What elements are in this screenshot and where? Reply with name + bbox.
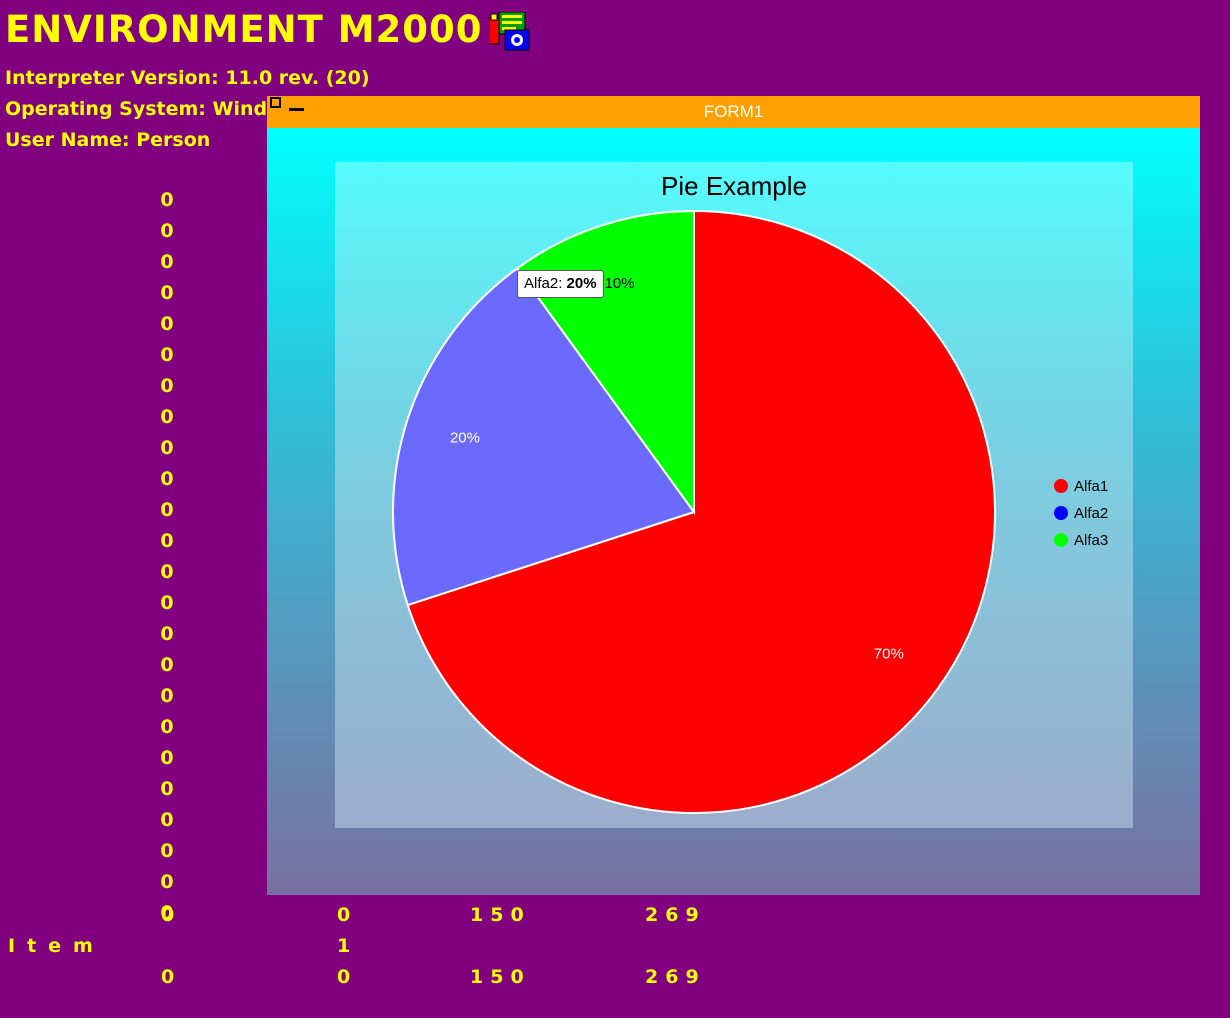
legend-marker <box>1054 479 1068 493</box>
zero-value: 0 <box>160 499 174 521</box>
app-title: ENVIRONMENT M2000 <box>5 8 483 51</box>
zero-value: 0 <box>160 902 174 924</box>
tooltip-value: 20% <box>566 275 597 292</box>
zero-value: 0 <box>160 716 174 738</box>
chart-panel: Pie Example 70% 20% 10% Alfa1 Alfa2 Alfa3 <box>335 162 1133 828</box>
zero-value: 0 <box>160 313 174 335</box>
zero-value: 0 <box>160 468 174 490</box>
legend-label[interactable]: Alfa1 <box>1074 478 1108 495</box>
zero-value: 0 <box>160 561 174 583</box>
grid-cell: 150 <box>470 966 531 988</box>
pie-slice-label: 70% <box>874 646 904 663</box>
pie-slices <box>392 209 996 814</box>
zero-value: 0 <box>160 406 174 428</box>
tooltip-label: Alfa2: <box>524 275 563 292</box>
legend-label[interactable]: Alfa3 <box>1074 532 1108 549</box>
zero-value: 0 <box>160 778 174 800</box>
zero-value: 0 <box>160 840 174 862</box>
zero-value: 0 <box>160 189 174 211</box>
zero-column: 0 0 0 0 0 0 0 0 0 0 0 0 0 0 0 0 0 0 0 0 … <box>155 189 179 933</box>
legend-marker <box>1054 533 1068 547</box>
grid-cell: 0 <box>337 966 358 988</box>
pie-slice-label: 20% <box>450 430 480 447</box>
grid-cell: 269 <box>645 904 706 926</box>
chart-title: Pie Example <box>661 171 807 201</box>
grid-cell: 269 <box>645 966 706 988</box>
zero-value: 0 <box>160 220 174 242</box>
form1-titlebar[interactable]: FORM1 <box>267 96 1200 128</box>
pie-chart: Pie Example 70% 20% 10% Alfa1 Alfa2 Alfa3 <box>392 171 1108 814</box>
grid-cell: 150 <box>470 904 531 926</box>
zero-value: 0 <box>160 437 174 459</box>
zero-value: 0 <box>160 654 174 676</box>
grid-cell: 0 <box>337 904 358 926</box>
zero-value: 0 <box>160 685 174 707</box>
zero-value: 0 <box>160 530 174 552</box>
window-maximize-button[interactable] <box>270 97 281 108</box>
grid-row-label: Item <box>8 935 105 957</box>
zero-value: 0 <box>160 375 174 397</box>
pie-slice-alfa2[interactable] <box>392 267 696 607</box>
user-name: User Name: Person <box>5 129 211 151</box>
window-minimize-button[interactable] <box>289 108 304 111</box>
pie-slice-alfa1[interactable] <box>406 209 996 814</box>
zero-value: 0 <box>160 282 174 304</box>
zero-value: 0 <box>160 623 174 645</box>
app-logo-icon <box>488 11 531 52</box>
chart-legend: Alfa1 Alfa2 Alfa3 <box>1054 478 1108 549</box>
legend-label[interactable]: Alfa2 <box>1074 505 1108 522</box>
chart-tooltip: Alfa2: 20% <box>517 270 604 298</box>
zero-value: 0 <box>160 344 174 366</box>
interpreter-version: Interpreter Version: 11.0 rev. (20) <box>5 67 370 89</box>
grid-cell: 0 <box>161 966 182 988</box>
operating-system: Operating System: Wind <box>5 98 268 120</box>
grid-cell: 1 <box>337 935 358 957</box>
pie-slice-labels: 70% 20% 10% <box>450 275 904 663</box>
zero-value: 0 <box>160 747 174 769</box>
pie-slice-label: 10% <box>605 275 635 292</box>
grid-cell: 0 <box>161 904 182 926</box>
zero-value: 0 <box>160 871 174 893</box>
zero-value: 0 <box>160 592 174 614</box>
legend-marker <box>1054 506 1068 520</box>
zero-value: 0 <box>160 809 174 831</box>
zero-value: 0 <box>160 251 174 273</box>
